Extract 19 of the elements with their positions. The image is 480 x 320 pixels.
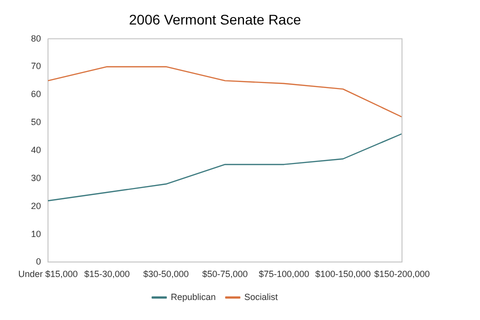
x-tick-label: Under $15,000	[18, 269, 78, 280]
y-tick-label: 60	[30, 89, 42, 100]
x-tick-label: $150-200,000	[374, 269, 430, 280]
y-tick-label: 0	[36, 256, 42, 267]
x-tick-label: $30-50,000	[143, 269, 189, 280]
x-tick-label: $15-30,000	[84, 269, 130, 280]
y-tick-label: 50	[30, 117, 42, 128]
legend-label: Republican	[170, 292, 216, 302]
y-tick-label: 40	[30, 144, 42, 155]
y-tick-label: 20	[30, 200, 42, 211]
chart-title: 2006 Vermont Senate Race	[128, 11, 302, 28]
y-tick-label: 10	[30, 228, 42, 239]
y-tick-label: 70	[30, 61, 42, 72]
x-tick-label: $50-75,000	[202, 269, 248, 280]
y-tick-label: 30	[30, 172, 42, 183]
legend-label: Socialist	[244, 292, 278, 302]
y-tick-label: 80	[30, 33, 42, 44]
x-tick-label: $75-100,000	[258, 269, 310, 280]
x-tick-label: $100-150,000	[315, 269, 371, 280]
